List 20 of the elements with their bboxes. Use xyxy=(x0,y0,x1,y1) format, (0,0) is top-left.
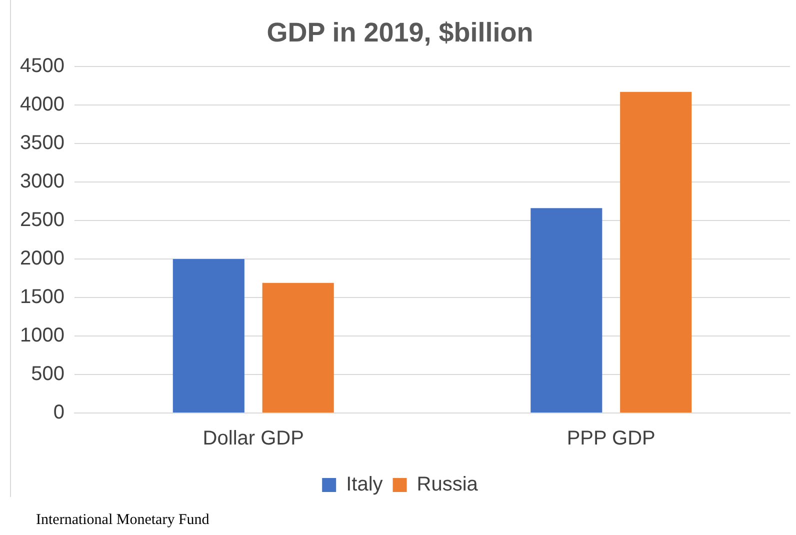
bar xyxy=(262,282,334,412)
y-tick-label: 3000 xyxy=(20,170,64,192)
y-tick-label: 3500 xyxy=(20,132,64,154)
y-tick-label: 1000 xyxy=(20,324,64,346)
chart-title: GDP in 2019, $billion xyxy=(266,18,534,48)
x-tick-label: Dollar GDP xyxy=(202,428,304,450)
legend-label: Italy xyxy=(346,474,383,496)
y-tick-label: 2500 xyxy=(20,208,64,231)
legend-label: Russia xyxy=(416,474,479,496)
bar xyxy=(172,258,244,412)
bar xyxy=(620,92,692,412)
y-tick-label: 2000 xyxy=(20,247,64,270)
text: International Monetary Fund xyxy=(36,512,210,529)
y-tick-label: 4000 xyxy=(20,93,64,116)
bar xyxy=(530,208,602,412)
y-tick-label: 1500 xyxy=(20,286,64,308)
x-tick-label: PPP GDP xyxy=(566,428,656,450)
y-tick-label: 0 xyxy=(53,402,64,424)
y-tick-label: 500 xyxy=(31,363,64,386)
y-tick-label: 4500 xyxy=(20,54,64,77)
